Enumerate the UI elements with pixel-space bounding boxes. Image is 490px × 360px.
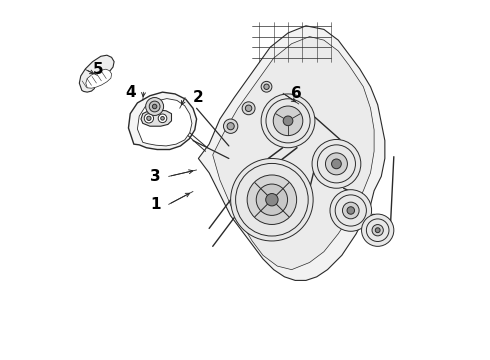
Circle shape bbox=[146, 98, 164, 116]
Polygon shape bbox=[128, 92, 196, 149]
Polygon shape bbox=[79, 55, 114, 92]
Circle shape bbox=[152, 104, 157, 109]
Text: 5: 5 bbox=[93, 62, 104, 77]
Circle shape bbox=[325, 153, 347, 175]
Circle shape bbox=[242, 102, 255, 115]
Circle shape bbox=[158, 114, 167, 123]
Text: 3: 3 bbox=[150, 169, 161, 184]
Circle shape bbox=[312, 139, 361, 188]
Circle shape bbox=[372, 225, 383, 236]
Circle shape bbox=[362, 214, 394, 246]
Circle shape bbox=[256, 184, 288, 215]
Circle shape bbox=[266, 194, 278, 206]
Circle shape bbox=[343, 202, 359, 219]
Circle shape bbox=[227, 123, 234, 130]
Circle shape bbox=[264, 84, 269, 89]
Circle shape bbox=[245, 105, 252, 112]
Polygon shape bbox=[213, 37, 374, 270]
Circle shape bbox=[330, 190, 371, 231]
Circle shape bbox=[261, 94, 315, 148]
Circle shape bbox=[231, 158, 313, 241]
Circle shape bbox=[283, 116, 293, 126]
Circle shape bbox=[375, 228, 380, 233]
Circle shape bbox=[247, 175, 296, 225]
Polygon shape bbox=[137, 99, 192, 146]
Polygon shape bbox=[198, 26, 385, 280]
Circle shape bbox=[273, 106, 303, 136]
Circle shape bbox=[223, 119, 238, 134]
Text: 1: 1 bbox=[150, 197, 161, 212]
Circle shape bbox=[347, 207, 355, 214]
Polygon shape bbox=[86, 69, 112, 88]
Circle shape bbox=[149, 101, 160, 112]
Text: 4: 4 bbox=[125, 85, 136, 100]
Text: 2: 2 bbox=[193, 90, 204, 105]
Circle shape bbox=[332, 159, 342, 169]
Circle shape bbox=[161, 117, 164, 120]
Circle shape bbox=[147, 116, 151, 121]
Circle shape bbox=[261, 81, 272, 92]
Polygon shape bbox=[141, 110, 171, 126]
Circle shape bbox=[144, 114, 153, 123]
Text: 6: 6 bbox=[291, 86, 302, 101]
